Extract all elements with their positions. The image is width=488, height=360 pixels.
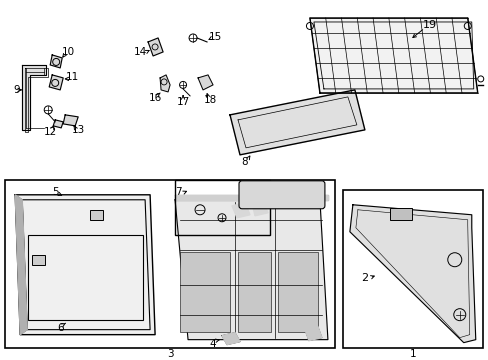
Polygon shape xyxy=(349,205,475,343)
Bar xyxy=(342,190,482,348)
Polygon shape xyxy=(53,120,63,128)
Bar xyxy=(238,252,270,332)
Polygon shape xyxy=(15,195,27,335)
Text: 16: 16 xyxy=(148,93,162,103)
Bar xyxy=(28,235,143,320)
Text: 10: 10 xyxy=(61,47,75,57)
Text: 12: 12 xyxy=(43,127,57,137)
Text: 6: 6 xyxy=(57,323,63,333)
Text: 13: 13 xyxy=(71,125,84,135)
Polygon shape xyxy=(50,55,62,68)
Polygon shape xyxy=(160,75,170,92)
Polygon shape xyxy=(229,90,364,155)
Polygon shape xyxy=(175,195,327,200)
Bar xyxy=(389,208,411,220)
Polygon shape xyxy=(198,75,213,90)
Polygon shape xyxy=(175,200,327,339)
Text: 18: 18 xyxy=(203,95,216,105)
Polygon shape xyxy=(309,18,477,93)
Text: 2: 2 xyxy=(361,273,367,283)
Text: 4: 4 xyxy=(209,339,216,348)
Text: 14: 14 xyxy=(133,47,146,57)
Text: 17: 17 xyxy=(176,97,189,107)
Polygon shape xyxy=(15,195,155,335)
Polygon shape xyxy=(148,38,163,56)
Polygon shape xyxy=(49,75,63,90)
Bar xyxy=(5,180,334,348)
Text: 7: 7 xyxy=(174,187,181,197)
Bar xyxy=(277,252,317,332)
Polygon shape xyxy=(22,65,46,130)
Text: 19: 19 xyxy=(422,20,436,30)
Bar xyxy=(32,255,45,265)
Text: 15: 15 xyxy=(208,32,221,42)
Polygon shape xyxy=(231,203,249,218)
Bar xyxy=(180,252,229,332)
Bar xyxy=(90,210,103,220)
Text: 9: 9 xyxy=(13,85,20,95)
Polygon shape xyxy=(222,333,240,345)
Text: 5: 5 xyxy=(52,187,59,197)
Text: 3: 3 xyxy=(166,348,173,359)
Bar xyxy=(175,180,269,235)
Polygon shape xyxy=(251,200,267,216)
Polygon shape xyxy=(63,115,78,126)
Text: 8: 8 xyxy=(241,157,248,167)
Text: 1: 1 xyxy=(408,348,415,359)
Text: 11: 11 xyxy=(65,72,79,82)
Polygon shape xyxy=(305,327,321,341)
FancyBboxPatch shape xyxy=(239,181,324,209)
